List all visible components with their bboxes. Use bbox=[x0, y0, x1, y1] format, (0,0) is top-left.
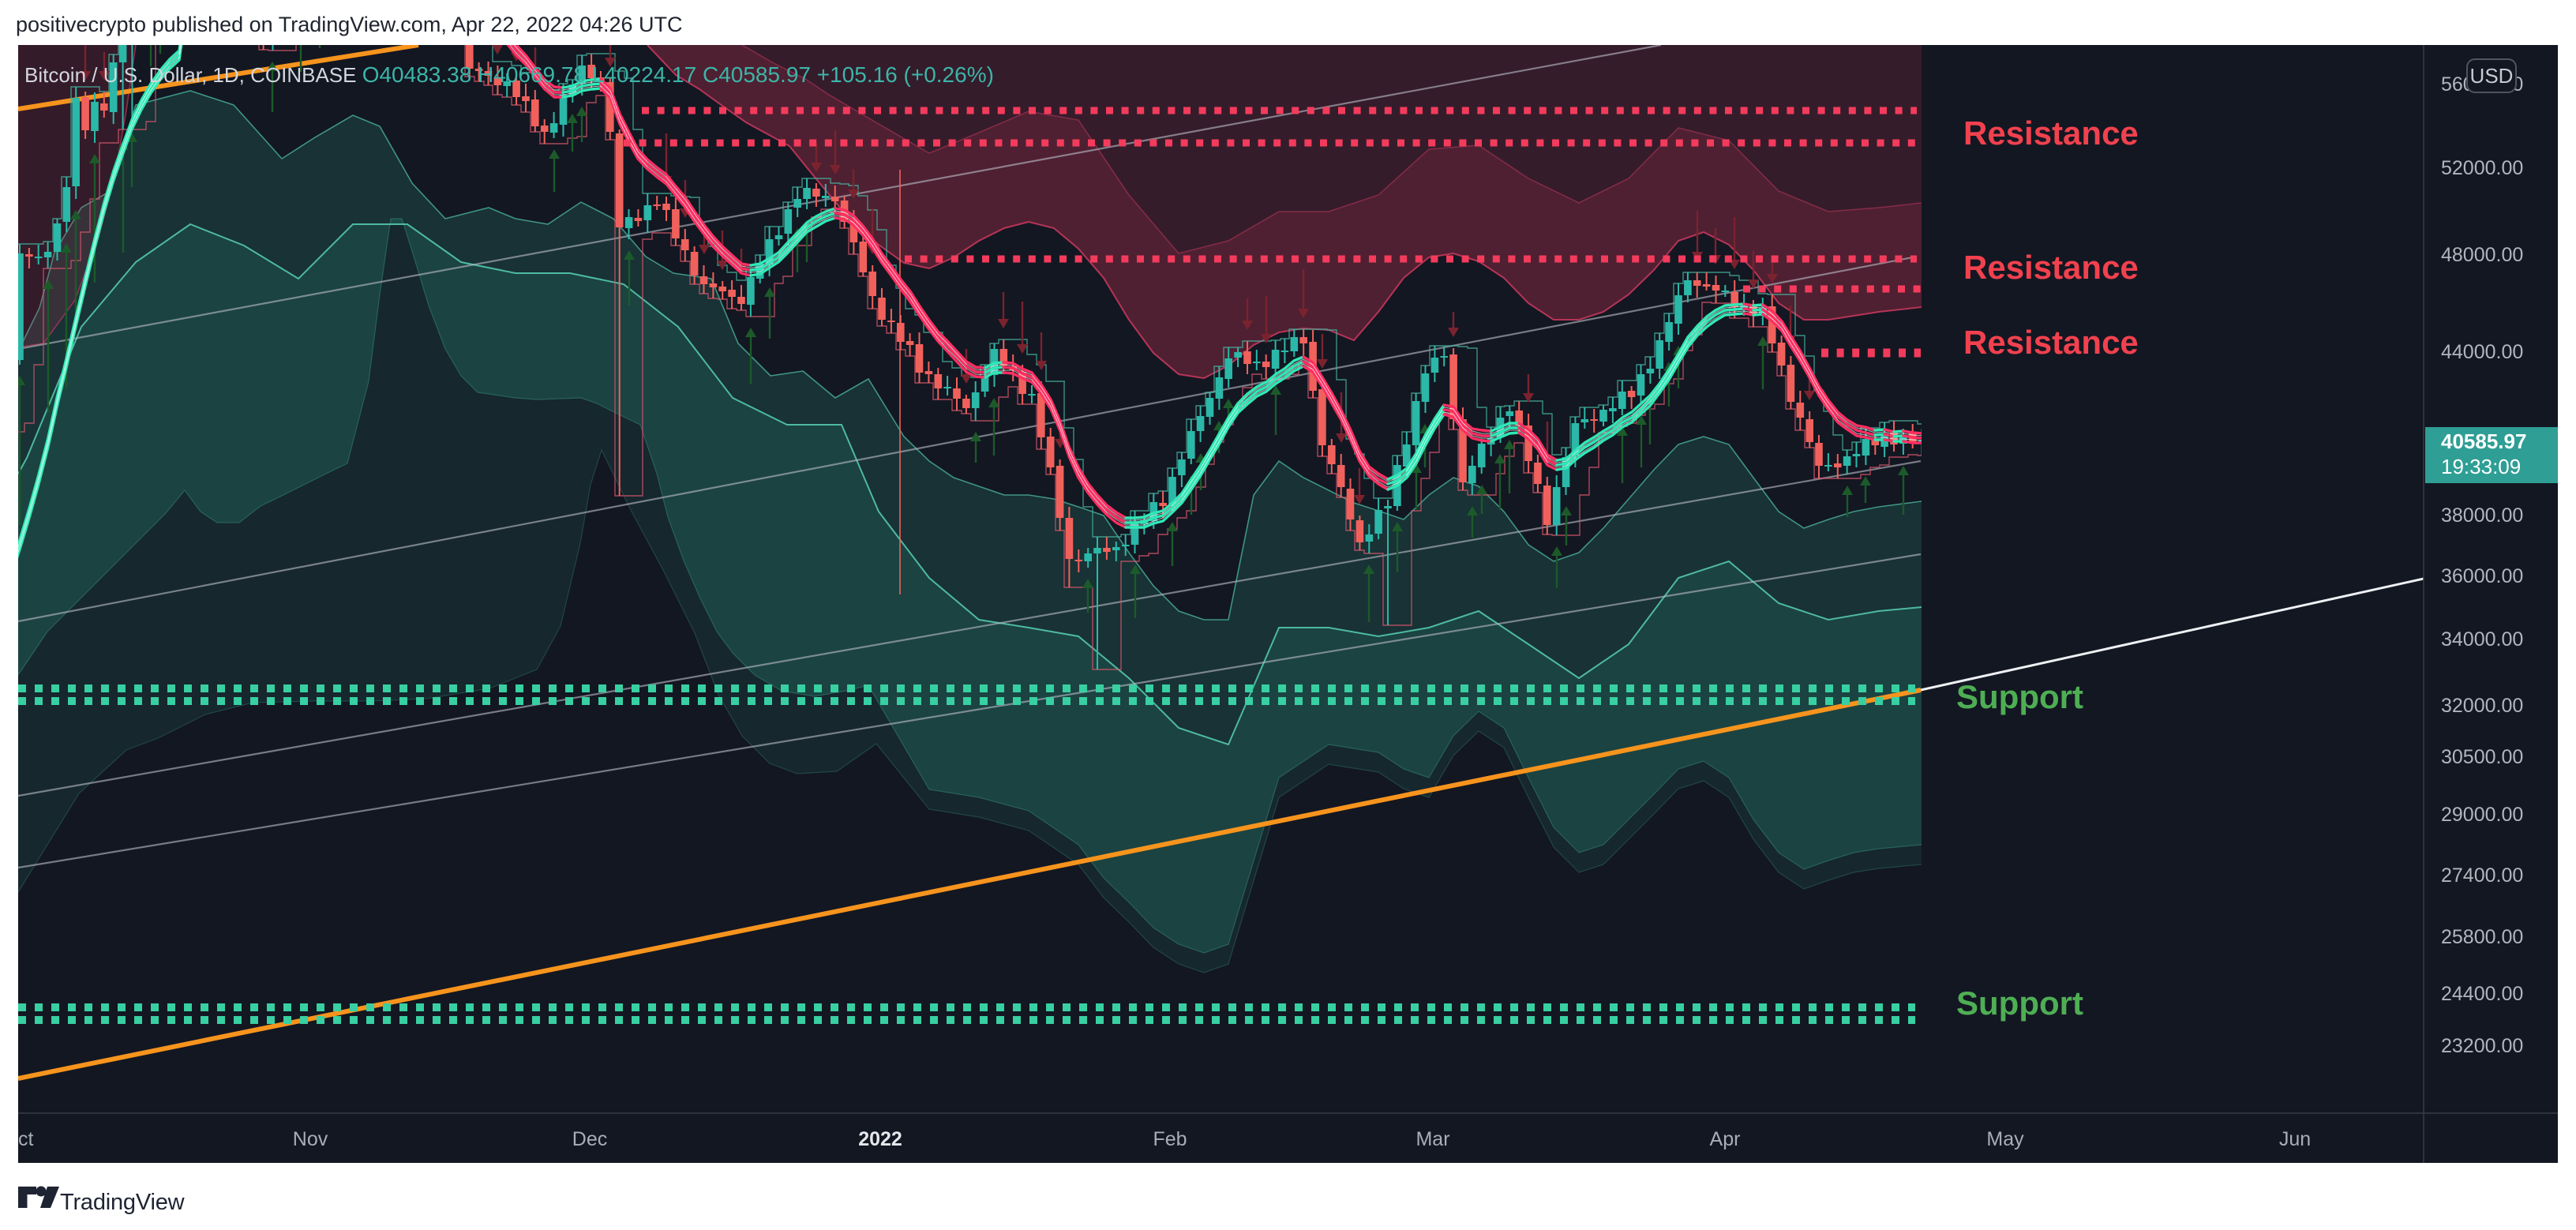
svg-text:23200.00: 23200.00 bbox=[2441, 1035, 2523, 1057]
svg-text:29000.00: 29000.00 bbox=[2441, 804, 2523, 826]
svg-text:25800.00: 25800.00 bbox=[2441, 926, 2523, 948]
svg-text:positivecrypto published on Tr: positivecrypto published on TradingView.… bbox=[16, 13, 683, 36]
svg-text:Mar: Mar bbox=[1415, 1128, 1449, 1150]
svg-text:Dec: Dec bbox=[572, 1128, 607, 1150]
svg-text:May: May bbox=[1986, 1128, 2024, 1150]
svg-text:TradingView: TradingView bbox=[60, 1190, 186, 1215]
svg-text:Jun: Jun bbox=[2279, 1128, 2311, 1150]
svg-text:38000.00: 38000.00 bbox=[2441, 504, 2523, 527]
svg-text:36000.00: 36000.00 bbox=[2441, 565, 2523, 587]
svg-text:Support: Support bbox=[1956, 984, 2083, 1022]
svg-text:2022: 2022 bbox=[858, 1128, 902, 1150]
svg-text:Resistance: Resistance bbox=[1963, 114, 2139, 152]
svg-text:48000.00: 48000.00 bbox=[2441, 244, 2523, 266]
svg-text:52000.00: 52000.00 bbox=[2441, 157, 2523, 179]
svg-text:Apr: Apr bbox=[1710, 1128, 1741, 1150]
svg-text:USD: USD bbox=[2470, 64, 2514, 88]
svg-text:44000.00: 44000.00 bbox=[2441, 341, 2523, 363]
svg-text:Resistance: Resistance bbox=[1963, 249, 2139, 286]
svg-text:Oct: Oct bbox=[3, 1128, 34, 1150]
svg-text:40585.97: 40585.97 bbox=[2441, 429, 2526, 453]
svg-text:34000.00: 34000.00 bbox=[2441, 628, 2523, 651]
svg-text:Nov: Nov bbox=[293, 1128, 328, 1150]
svg-text:Bitcoin / U.S. Dollar, 1D, COI: Bitcoin / U.S. Dollar, 1D, COINBASE O404… bbox=[24, 62, 994, 87]
svg-text:Support: Support bbox=[1956, 678, 2083, 715]
svg-text:32000.00: 32000.00 bbox=[2441, 695, 2523, 717]
svg-text:Feb: Feb bbox=[1153, 1128, 1187, 1150]
svg-text:27400.00: 27400.00 bbox=[2441, 864, 2523, 887]
svg-text:30500.00: 30500.00 bbox=[2441, 746, 2523, 768]
svg-text:24400.00: 24400.00 bbox=[2441, 983, 2523, 1005]
svg-text:Resistance: Resistance bbox=[1963, 324, 2139, 361]
svg-text:19:33:09: 19:33:09 bbox=[2441, 455, 2521, 478]
